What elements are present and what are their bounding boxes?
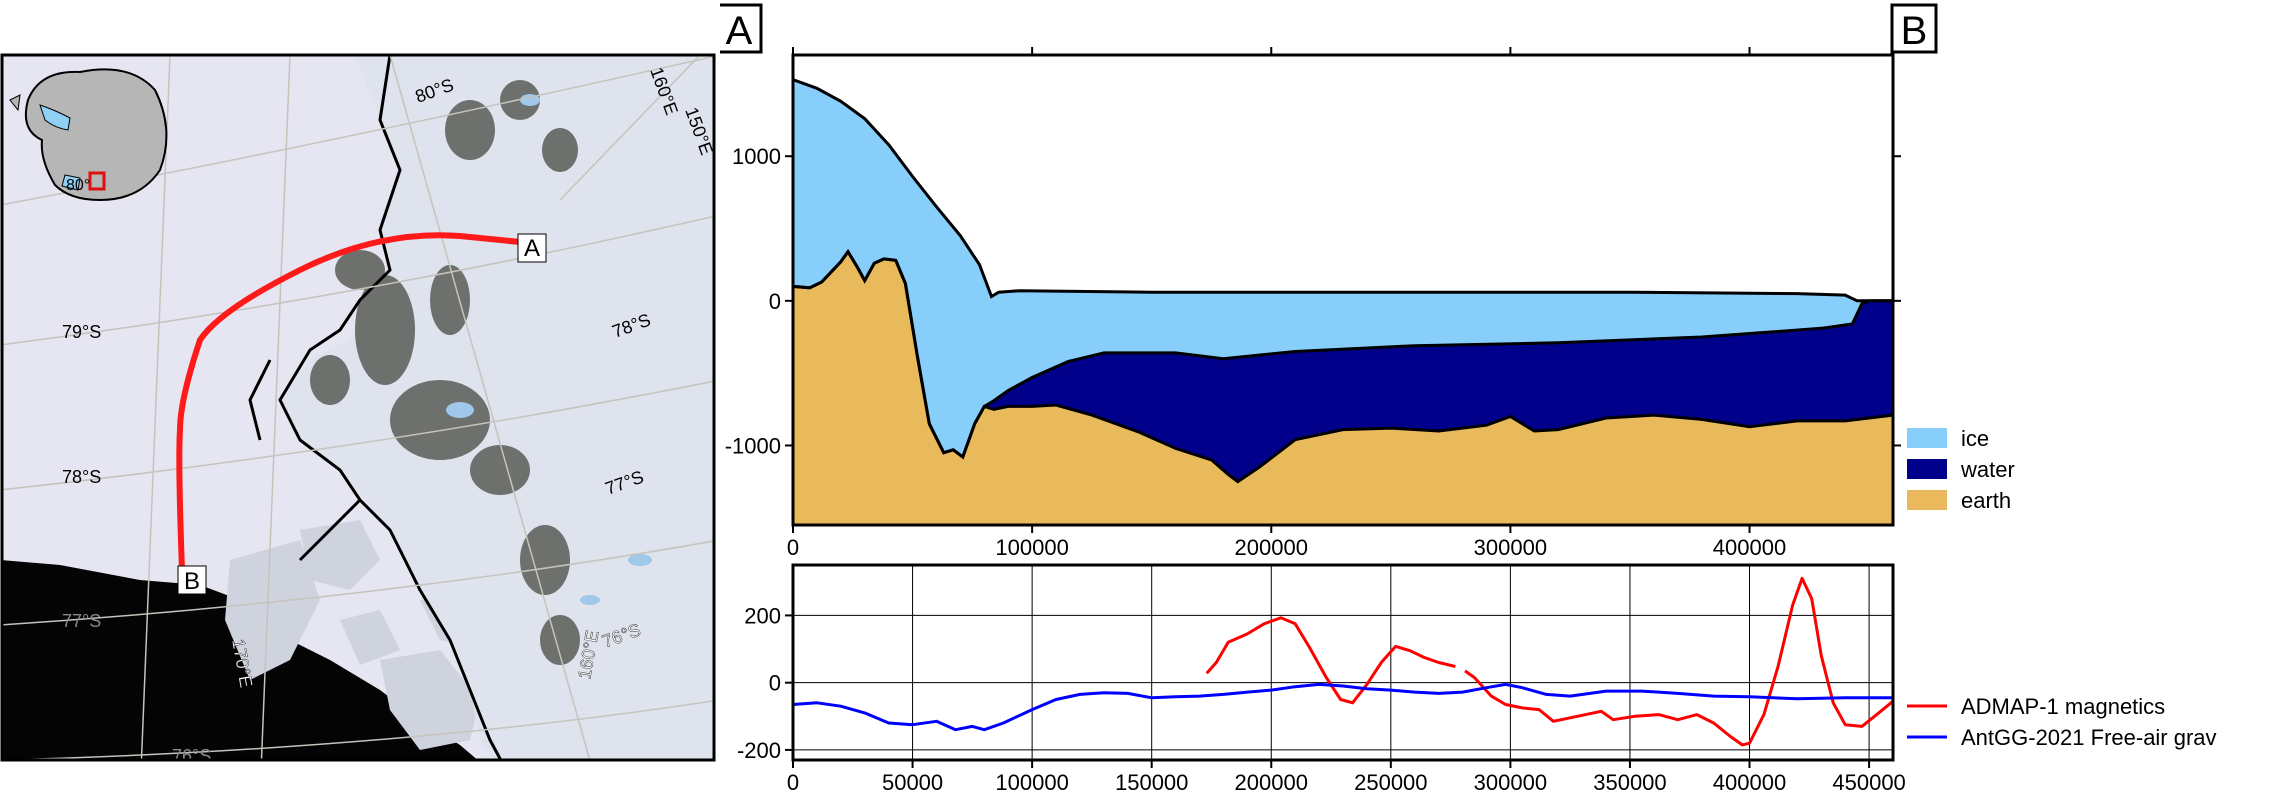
magnetics-series-line bbox=[1205, 616, 1456, 705]
x-tick-label: 50000 bbox=[882, 770, 943, 795]
geophysics-grid bbox=[792, 565, 1893, 760]
cross-section-y-axis: 1000 0 -1000 bbox=[725, 144, 1901, 458]
antarctica-outline bbox=[24, 68, 168, 202]
y-tick-label: 0 bbox=[769, 289, 781, 314]
x-tick-label: 0 bbox=[787, 770, 799, 795]
legend-label-earth: earth bbox=[1961, 488, 2011, 513]
geophysics-frame bbox=[791, 563, 1895, 762]
earth-area bbox=[793, 251, 1893, 525]
legend-swatch-earth bbox=[1907, 490, 1947, 510]
profile-line bbox=[176, 232, 521, 571]
point-a-label: A bbox=[524, 235, 540, 262]
map-panel: 80°S 79°S 78°S 78°S 77°S 77°S 76°S 76°S … bbox=[0, 0, 720, 796]
x-tick-label: 200000 bbox=[1235, 770, 1308, 795]
map-frame bbox=[0, 53, 716, 762]
legend-label-ice: ice bbox=[1961, 426, 1989, 451]
y-tick-label: 200 bbox=[744, 603, 781, 628]
x-tick-label: 200000 bbox=[1235, 535, 1308, 560]
geophysics-x-axis: 0 50000 100000 150000 200000 250000 300000 3500… bbox=[787, 760, 1906, 795]
inset-ice-shelf bbox=[61, 174, 81, 191]
x-tick-label: 100000 bbox=[995, 770, 1068, 795]
legend-label-magnetics: ADMAP-1 magnetics bbox=[1961, 694, 2165, 719]
profile-panel: 1000 0 -1000 0 100000 200000 300000 400000 A B… bbox=[715, 0, 2285, 796]
inset-location-box bbox=[88, 171, 106, 191]
corner-label-a: A bbox=[715, 3, 763, 54]
land-area bbox=[280, 55, 714, 760]
x-tick-label: 250000 bbox=[1354, 770, 1427, 795]
inset-lat-label: 80° bbox=[66, 177, 90, 194]
ice-surface-line bbox=[792, 78, 1893, 303]
x-tick-label: 400000 bbox=[1713, 770, 1786, 795]
x-tick-label: 350000 bbox=[1593, 770, 1666, 795]
x-tick-label: 400000 bbox=[1713, 535, 1786, 560]
ross-ice-shelf bbox=[39, 104, 71, 131]
water-area bbox=[793, 251, 1893, 482]
peninsula bbox=[9, 94, 21, 112]
y-tick-label: 1000 bbox=[732, 144, 781, 169]
point-b-marker: B bbox=[177, 565, 207, 595]
x-tick-label: 100000 bbox=[995, 535, 1068, 560]
geophysics-series bbox=[792, 576, 1894, 747]
corner-label-b: B bbox=[1890, 3, 1938, 54]
bed-line bbox=[792, 248, 1894, 484]
magnetics-series-line bbox=[1464, 576, 1894, 747]
x-tick-label: 150000 bbox=[1115, 770, 1188, 795]
ocean-area bbox=[2, 560, 478, 760]
lat-label-78s-west: 78°S bbox=[62, 467, 101, 487]
point-a-marker: A bbox=[517, 233, 547, 263]
x-tick-label: 0 bbox=[787, 535, 799, 560]
lat-label-79s: 79°S bbox=[62, 322, 101, 342]
grounding-line bbox=[278, 55, 503, 760]
cross-section-x-axis: 0 100000 200000 300000 400000 bbox=[787, 525, 1786, 560]
legend-label-water: water bbox=[1960, 457, 2015, 482]
legend-swatch-water bbox=[1907, 459, 1947, 479]
y-tick-label: 0 bbox=[769, 671, 781, 696]
gravity-series-line bbox=[792, 682, 1893, 732]
y-tick-label: -200 bbox=[737, 738, 781, 763]
point-b-label: B bbox=[184, 568, 200, 595]
x-tick-label: 300000 bbox=[1474, 770, 1547, 795]
corner-label-a-text: A bbox=[726, 9, 753, 53]
corner-label-b-text: B bbox=[1901, 9, 1928, 53]
legend-label-gravity: AntGG-2021 Free-air grav bbox=[1961, 725, 2217, 750]
legend-swatch-ice bbox=[1907, 428, 1947, 448]
cross-section-top-ticks bbox=[792, 47, 1751, 55]
lat-label-76s-west: 76°S bbox=[172, 746, 211, 766]
geophysics-y-axis: 200 0 -200 bbox=[737, 603, 793, 763]
lat-label-77s-west: 77°S bbox=[62, 611, 101, 631]
map-svg: 80°S 79°S 78°S 78°S 77°S 77°S 76°S 76°S … bbox=[0, 53, 716, 766]
graticule bbox=[2, 55, 714, 760]
cross-section-frame bbox=[791, 53, 1895, 527]
rock-outcrops bbox=[310, 80, 580, 665]
x-tick-label: 300000 bbox=[1474, 535, 1547, 560]
blue-ice-patches bbox=[446, 94, 652, 605]
coastline bbox=[248, 359, 362, 562]
profile-chart-svg: 1000 0 -1000 0 100000 200000 300000 400000 A B… bbox=[715, 3, 2217, 795]
y-tick-label: -1000 bbox=[725, 433, 781, 458]
geophysics-chart: 2000-200 0 50000 100000 150000 200000 250000 3… bbox=[737, 563, 2217, 795]
geophysics-legend: ADMAP-1 magnetics AntGG-2021 Free-air gr… bbox=[1907, 694, 2217, 750]
cross-section-legend: ice water earth bbox=[1907, 426, 2015, 513]
x-tick-label: 450000 bbox=[1832, 770, 1905, 795]
antarctica-inset: 80° bbox=[9, 68, 168, 202]
cross-section-chart: 1000 0 -1000 0 100000 200000 300000 400000 A B… bbox=[715, 3, 2015, 560]
